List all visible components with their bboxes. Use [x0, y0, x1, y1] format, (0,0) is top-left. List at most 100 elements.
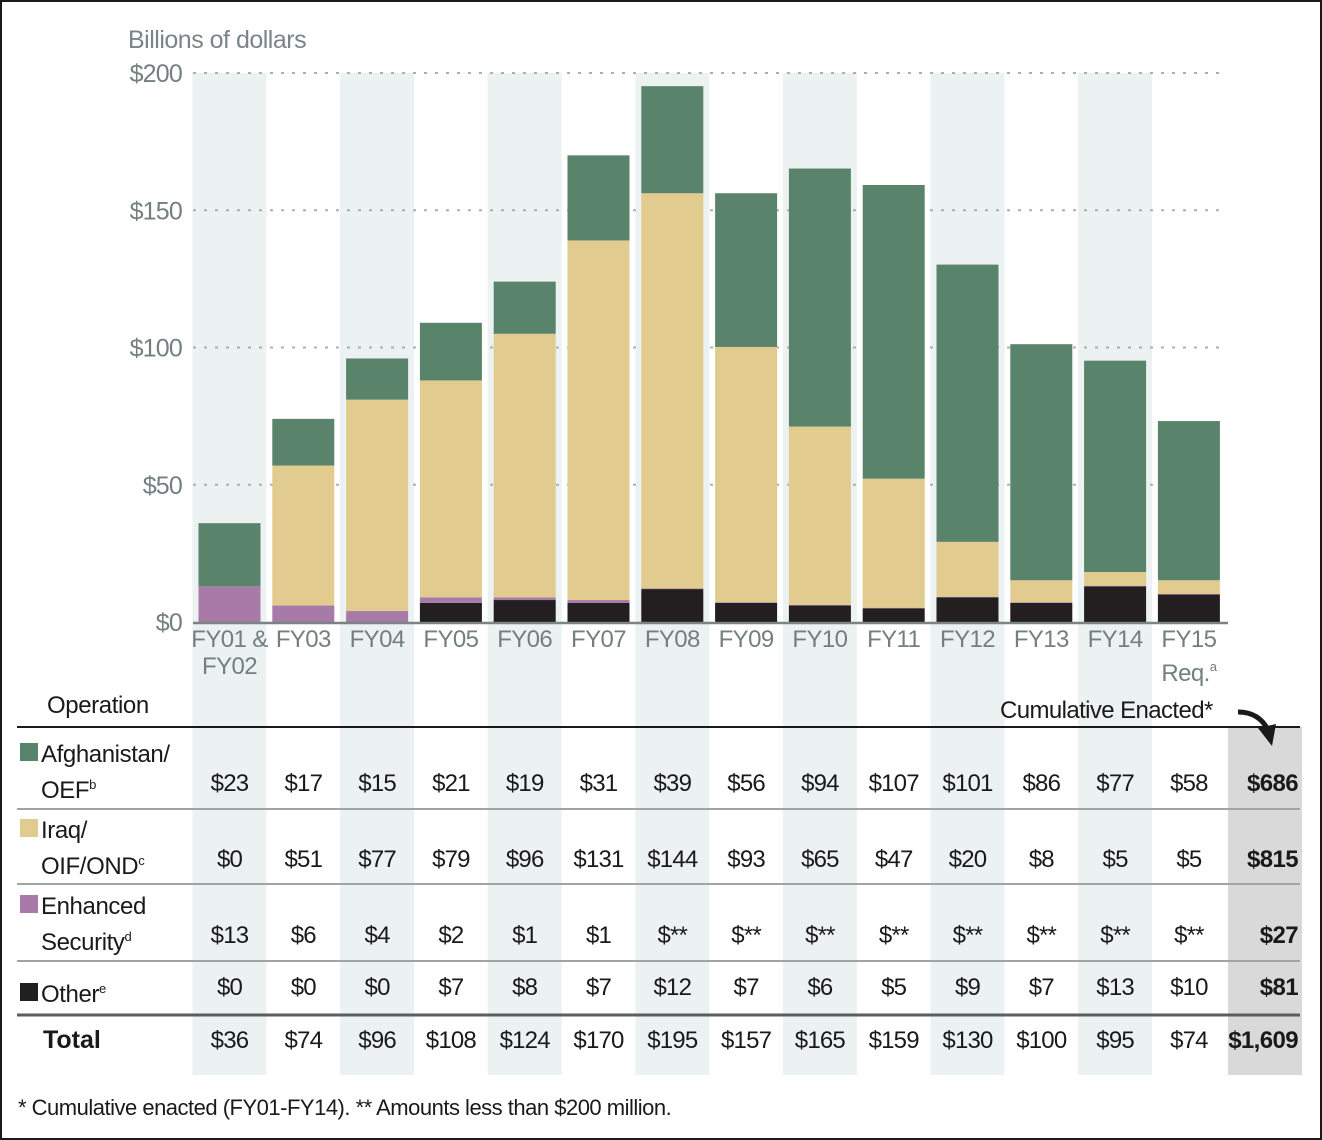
row-label: Enhanced Securityd: [20, 892, 146, 958]
total-cell: $95: [1096, 1027, 1134, 1054]
bar-segment-afghanistan-oef: [272, 418, 335, 466]
table-cell: $7: [733, 974, 760, 1001]
bar-segment-iraq-oif-ond: [715, 346, 778, 603]
bar-segment-other: [936, 597, 999, 622]
table-cell: $**: [1174, 922, 1204, 949]
bar-segment-enhanced-security: [1010, 602, 1073, 603]
total-cell: $74: [1170, 1027, 1208, 1054]
table-cell: $6: [290, 922, 317, 949]
bar-segment-afghanistan-oef: [1157, 421, 1220, 581]
legend-swatch: [20, 983, 38, 1001]
table-cell: $31: [579, 770, 618, 797]
bar-segment-afghanistan-oef: [567, 155, 630, 241]
row-label: Afghanistan/OEFb: [20, 740, 170, 806]
bar-segment-iraq-oif-ond: [419, 380, 482, 598]
total-cell: $108: [425, 1027, 477, 1054]
total-cell: $124: [499, 1027, 551, 1054]
y-tick-label: $150: [130, 197, 182, 225]
table-cell: $10: [1170, 974, 1208, 1001]
cumulative-arrow: [1237, 709, 1276, 746]
table-cell: $6: [807, 974, 833, 1001]
legend-swatch: [20, 743, 38, 761]
total-cell: $157: [720, 1027, 772, 1054]
total-cell: $100: [1016, 1027, 1067, 1054]
y-tick-labels: $0 $50 $100 $150 $200: [130, 60, 183, 637]
table-cell: $13: [210, 922, 249, 949]
table-cell: $39: [653, 770, 692, 797]
bar-segment-enhanced-security: [1084, 585, 1147, 587]
cumulative-cell: $815: [1247, 846, 1299, 873]
bar-segment-iraq-oif-ond: [567, 240, 630, 601]
table-cell: $17: [284, 770, 323, 797]
x-tick-label: FY08: [644, 626, 701, 653]
x-tick-label: FY14: [1087, 626, 1144, 653]
table-cell: $20: [948, 846, 987, 873]
x-tick-label: FY10: [792, 626, 848, 653]
cumulative-enacted-header: Cumulative Enacted*: [1000, 697, 1213, 724]
table-cell: $**: [952, 922, 983, 949]
total-cell: $130: [942, 1027, 993, 1054]
y-tick-label: $0: [156, 609, 182, 637]
x-tick-label: FY06: [497, 626, 553, 653]
table-cell: $77: [1096, 770, 1134, 797]
total-cell: $96: [358, 1027, 396, 1054]
legend-swatch: [20, 895, 38, 913]
cumulative-cell: $686: [1247, 770, 1299, 797]
legend-swatch: [20, 819, 38, 837]
y-tick-label: $200: [130, 60, 182, 88]
row-label: Iraq/OIF/ONDc: [20, 816, 145, 882]
bar-segment-other: [1010, 602, 1073, 622]
table-cell: $8: [512, 974, 538, 1001]
bar-segment-iraq-oif-ond: [641, 193, 704, 589]
bar-segment-iraq-oif-ond: [1084, 572, 1147, 586]
footnote: * Cumulative enacted (FY01-FY14). ** Amo…: [18, 1095, 672, 1120]
bar-segment-afghanistan-oef: [715, 193, 778, 347]
table-cell: $2: [438, 922, 464, 949]
bar-segment-afghanistan-oef: [641, 86, 704, 194]
bar-segment-afghanistan-oef: [419, 322, 482, 381]
bar-segment-iraq-oif-ond: [493, 333, 556, 598]
table-cell: $15: [358, 770, 396, 797]
cumulative-total-cell: $1,609: [1228, 1027, 1298, 1054]
x-tick-label: FY11: [867, 626, 921, 653]
bar-segment-iraq-oif-ond: [1157, 580, 1220, 595]
bar-segment-afghanistan-oef: [788, 168, 851, 427]
x-tick-label: FY03: [275, 626, 332, 653]
total-cell: $170: [573, 1027, 624, 1054]
table-rules: [17, 726, 1300, 1017]
bar-segment-other: [567, 602, 630, 622]
table-cell: $21: [432, 770, 470, 797]
bar-segment-enhanced-security: [715, 602, 778, 603]
row-label: Othere: [20, 974, 106, 1010]
table-cell: $12: [653, 974, 692, 1001]
bar-segment-enhanced-security: [493, 597, 556, 601]
bar-segment-other: [493, 600, 556, 622]
table-cell: $58: [1170, 770, 1208, 797]
table-cell: $56: [727, 770, 765, 797]
bar-segment-other: [1084, 586, 1147, 622]
cumulative-cell: $27: [1259, 922, 1299, 949]
bar-segment-afghanistan-oef: [1084, 360, 1147, 573]
bar-segment-enhanced-security: [419, 597, 482, 603]
table-cell: $86: [1022, 770, 1061, 797]
bar-segment-enhanced-security: [1157, 594, 1220, 595]
bar-segment-afghanistan-oef: [1010, 344, 1073, 581]
table-cell: $101: [942, 770, 993, 797]
bar-segment-iraq-oif-ond: [1010, 580, 1073, 603]
table-cell: $23: [210, 770, 249, 797]
bar-segment-enhanced-security: [198, 586, 261, 622]
table-cell: $**: [657, 922, 688, 949]
bars: [198, 86, 1220, 622]
table-cell: $79: [432, 846, 470, 873]
table-cell: $**: [805, 922, 835, 949]
table-cell: $0: [216, 974, 243, 1001]
bar-segment-enhanced-security: [272, 605, 335, 622]
bar-segment-enhanced-security: [788, 604, 851, 606]
bar-segment-iraq-oif-ond: [346, 399, 409, 612]
x-tick-label: FY15 Req.a: [1161, 626, 1217, 687]
total-cell: $159: [868, 1027, 920, 1054]
table-cell: $144: [647, 846, 698, 873]
y-axis-unit-label: Billions of dollars: [128, 26, 307, 54]
table-cell: $8: [1028, 846, 1055, 873]
